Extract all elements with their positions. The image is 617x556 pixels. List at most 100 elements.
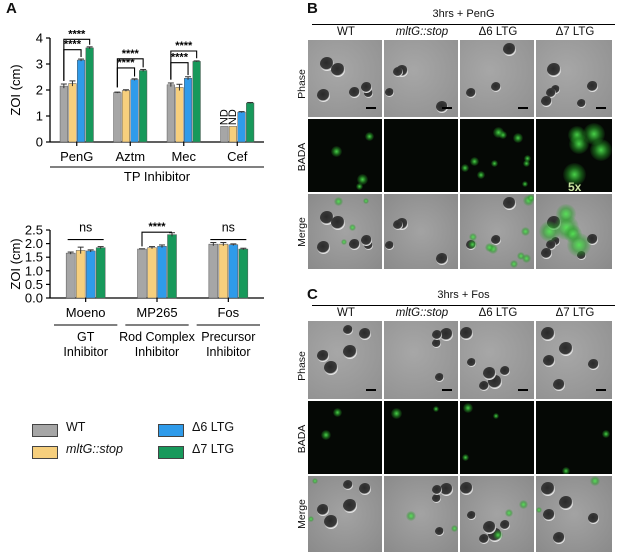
bar bbox=[137, 248, 147, 299]
bacterial-cell bbox=[393, 220, 403, 230]
group-label: Inhibitor bbox=[135, 345, 179, 359]
panel-letter-c: C bbox=[307, 286, 318, 303]
micrograph bbox=[460, 194, 534, 269]
fluorescent-signal bbox=[522, 181, 528, 187]
group-label: Inhibitor bbox=[63, 345, 107, 359]
scale-bar bbox=[596, 107, 606, 109]
fluorescent-signal bbox=[363, 198, 369, 204]
bacterial-cell bbox=[440, 483, 453, 496]
panel-b-col-mltg: mltG::stop bbox=[395, 26, 449, 38]
y-tick-label: 1.5 bbox=[25, 250, 43, 265]
bacterial-cell bbox=[479, 534, 489, 544]
bacterial-cell bbox=[324, 515, 338, 529]
fluorescent-signal bbox=[469, 233, 477, 241]
fluorescent-signal bbox=[468, 240, 477, 249]
significance-label: **** bbox=[171, 52, 189, 64]
bacterial-cell bbox=[343, 480, 353, 490]
fluorescent-signal bbox=[493, 127, 504, 138]
group-label: Precursor bbox=[201, 330, 255, 344]
bacterial-cell bbox=[361, 82, 372, 93]
bacterial-cell bbox=[436, 253, 448, 265]
significance-label: ns bbox=[222, 221, 235, 235]
scale-bar bbox=[596, 389, 606, 391]
micrograph bbox=[384, 40, 458, 117]
bacterial-cell bbox=[587, 234, 598, 245]
fluorescent-signal bbox=[505, 509, 513, 517]
bar bbox=[68, 83, 77, 143]
bacterial-cell bbox=[559, 342, 573, 356]
bacterial-cell bbox=[317, 350, 329, 362]
bacterial-cell bbox=[467, 511, 476, 520]
bacterial-cell bbox=[483, 367, 496, 380]
panel-c-title: 3hrs + Fos bbox=[437, 289, 490, 301]
bacterial-cell bbox=[541, 327, 555, 341]
fluorescent-signal bbox=[521, 227, 530, 236]
bar bbox=[238, 248, 249, 299]
bacterial-cell bbox=[483, 521, 496, 534]
panel-b-inset-label: 5x bbox=[568, 180, 582, 194]
bar bbox=[85, 250, 96, 299]
micrograph bbox=[536, 40, 612, 117]
micrograph bbox=[384, 321, 458, 399]
bar bbox=[139, 70, 148, 143]
y-axis-label: ZOI (cm) bbox=[8, 64, 23, 115]
bacterial-cell bbox=[577, 99, 586, 108]
bacterial-cell bbox=[361, 235, 372, 246]
panel-c-row-merge: Merge bbox=[296, 499, 308, 529]
legend-label-mltg: mltG::stop bbox=[66, 442, 123, 456]
bacterial-cell bbox=[349, 87, 360, 98]
fluorescent-signal bbox=[451, 525, 458, 532]
fluorescent-signal bbox=[527, 194, 534, 202]
bar bbox=[218, 243, 229, 299]
bacterial-cell bbox=[551, 85, 560, 94]
significance-label: ns bbox=[79, 221, 92, 235]
group-label: GT bbox=[77, 330, 95, 344]
panel-c-col-mltg: mltG::stop bbox=[395, 307, 449, 319]
legend: WT Δ6 LTG mltG::stop Δ7 LTG bbox=[32, 420, 292, 468]
bacterial-cell bbox=[432, 485, 442, 495]
bacterial-cell bbox=[588, 513, 599, 524]
bacterial-cell bbox=[343, 325, 353, 335]
fluorescent-signal bbox=[341, 239, 347, 245]
bacterial-cell bbox=[393, 67, 403, 77]
bacterial-cell bbox=[588, 359, 599, 370]
micrograph bbox=[536, 119, 612, 192]
significance-bracket bbox=[116, 67, 136, 88]
bacterial-cell bbox=[467, 358, 476, 367]
bacterial-cell bbox=[320, 57, 334, 71]
significance-bracket bbox=[170, 62, 189, 80]
micrograph bbox=[384, 119, 458, 192]
fluorescent-signal bbox=[463, 403, 473, 413]
panel-c-row-bada: BADA bbox=[296, 424, 308, 454]
micrograph bbox=[460, 401, 534, 474]
fluorescent-signal bbox=[524, 155, 531, 162]
bacterial-cell bbox=[324, 361, 338, 375]
bacterial-cell bbox=[541, 96, 552, 107]
significance-label: **** bbox=[148, 221, 166, 233]
bacterial-cell bbox=[543, 509, 555, 521]
x-axis-label: TP Inhibitor bbox=[124, 169, 191, 184]
y-tick-label: 3 bbox=[36, 57, 43, 72]
micrograph bbox=[460, 476, 534, 552]
panel-c-col-wt: WT bbox=[337, 307, 355, 319]
x-tick-label: Moeno bbox=[66, 305, 106, 320]
scale-bar bbox=[442, 389, 452, 391]
scale-bar bbox=[518, 389, 528, 391]
bacterial-cell bbox=[385, 241, 394, 250]
fluorescent-signal bbox=[365, 132, 374, 141]
fluorescent-signal bbox=[523, 160, 530, 167]
fluorescent-signal bbox=[517, 252, 525, 260]
fluorescent-signal bbox=[406, 511, 416, 521]
micrograph bbox=[384, 476, 458, 552]
bacterial-cell bbox=[359, 328, 371, 340]
bacterial-cell bbox=[546, 240, 556, 250]
significance-label: **** bbox=[175, 40, 193, 52]
fluorescent-signal bbox=[349, 224, 356, 231]
significance-label: **** bbox=[68, 28, 86, 40]
legend-swatch-d7 bbox=[158, 446, 184, 459]
fluorescent-signal bbox=[356, 183, 363, 190]
bacterial-cell bbox=[364, 89, 373, 98]
bacterial-cell bbox=[349, 239, 360, 250]
significance-label: **** bbox=[117, 57, 135, 69]
